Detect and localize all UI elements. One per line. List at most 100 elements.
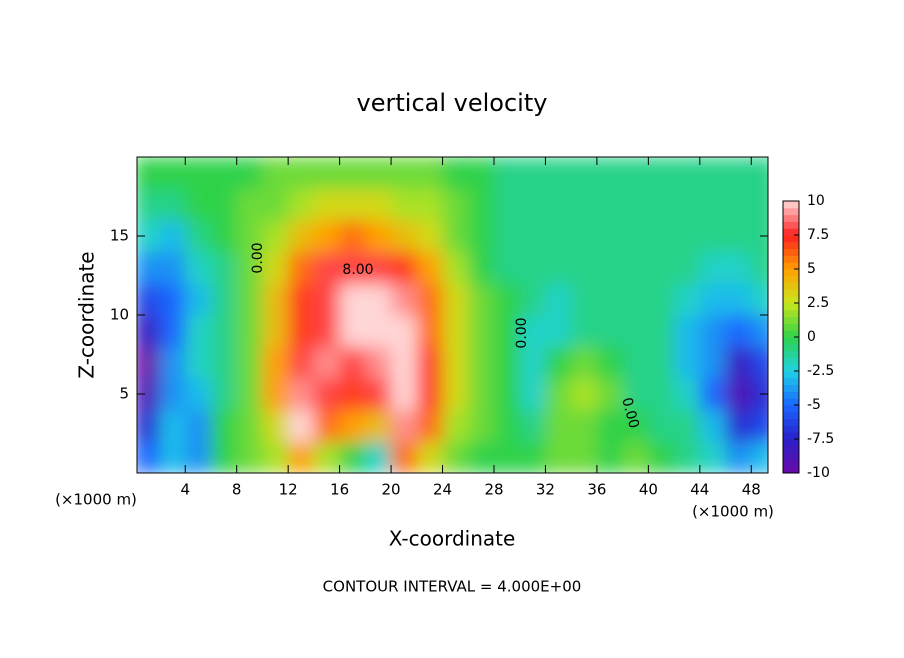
- cells: [137, 157, 768, 473]
- cell: [210, 409, 238, 442]
- cell: [262, 441, 289, 473]
- cell: [416, 409, 444, 442]
- cell: [622, 283, 649, 316]
- cell: [699, 220, 727, 253]
- cell: [571, 251, 598, 284]
- cell: [262, 251, 289, 284]
- cell: [159, 346, 186, 379]
- cell: [493, 251, 521, 284]
- cell: [648, 346, 675, 379]
- cell: [493, 378, 521, 411]
- cell: [391, 220, 418, 253]
- cell: [622, 220, 649, 253]
- cell: [699, 441, 727, 473]
- y-tick-label: 15: [110, 227, 129, 245]
- cell: [571, 378, 598, 411]
- cell: [262, 283, 289, 316]
- cell: [622, 346, 649, 379]
- cell: [648, 315, 675, 348]
- cell: [416, 220, 444, 253]
- colorbar-step: [783, 364, 799, 372]
- cell: [519, 251, 546, 284]
- cell: [262, 315, 289, 348]
- cell: [137, 188, 161, 221]
- cell: [699, 188, 727, 221]
- cell: [416, 315, 444, 348]
- cell: [751, 220, 768, 253]
- colorbar-step: [783, 452, 799, 460]
- cell: [468, 283, 495, 316]
- cell: [751, 157, 768, 190]
- cell: [159, 251, 186, 284]
- cell: [159, 188, 186, 221]
- cell: [596, 441, 624, 473]
- cell: [391, 157, 418, 190]
- x-unit-right: (×1000 m): [692, 503, 774, 521]
- cell: [519, 409, 546, 442]
- colorbar-step: [783, 343, 799, 352]
- colorbar-step: [783, 350, 799, 358]
- cell: [571, 315, 598, 348]
- cell: [210, 441, 238, 473]
- x-tick-label: 32: [536, 481, 555, 499]
- cell: [185, 157, 212, 190]
- cell: [571, 409, 598, 442]
- colorbar-step: [783, 269, 799, 277]
- cell: [442, 409, 469, 442]
- y-tick-label: 10: [110, 306, 129, 324]
- colorbar-tick-label: 10: [807, 193, 825, 209]
- chart-title: vertical velocity: [357, 89, 548, 117]
- x-tick-label: 44: [690, 481, 709, 499]
- x-tick-label: 36: [587, 481, 606, 499]
- cell: [493, 409, 521, 442]
- cell: [596, 283, 624, 316]
- cell: [365, 220, 392, 253]
- cell: [137, 315, 161, 348]
- cell: [545, 409, 572, 442]
- cell: [648, 188, 675, 221]
- cell: [339, 188, 366, 221]
- colorbar-tick-label: 0: [807, 329, 816, 345]
- cell: [288, 188, 315, 221]
- cell: [185, 441, 212, 473]
- cell: [442, 315, 469, 348]
- colorbar-step: [783, 418, 799, 426]
- cell: [442, 251, 469, 284]
- cell: [137, 220, 161, 253]
- colorbar-step: [783, 432, 799, 440]
- cell: [674, 283, 701, 316]
- cell: [313, 441, 341, 473]
- colorbar-step: [783, 221, 799, 229]
- cell: [751, 346, 768, 379]
- cell: [493, 441, 521, 473]
- colorbar-step: [783, 241, 799, 250]
- cell: [725, 346, 752, 379]
- cell: [159, 157, 186, 190]
- colorbar-tick-label: -5: [807, 397, 821, 413]
- cell: [648, 441, 675, 473]
- cell: [648, 251, 675, 284]
- colorbar-step: [783, 405, 799, 413]
- cell: [185, 220, 212, 253]
- cell: [674, 220, 701, 253]
- cell: [137, 346, 161, 379]
- colorbar-tick-label: -2.5: [807, 363, 834, 379]
- x-tick-label: 4: [180, 481, 190, 499]
- cell: [365, 188, 392, 221]
- cell: [137, 409, 161, 442]
- cell: [313, 346, 341, 379]
- colorbar-step: [783, 303, 799, 311]
- cell: [313, 251, 341, 284]
- cell: [288, 315, 315, 348]
- cell: [236, 157, 263, 190]
- cell: [442, 441, 469, 473]
- colorbar-step: [783, 330, 799, 338]
- cell: [236, 315, 263, 348]
- cell: [571, 188, 598, 221]
- cell: [674, 188, 701, 221]
- cell: [622, 378, 649, 411]
- y-tick-label: 5: [119, 385, 129, 403]
- cell: [596, 409, 624, 442]
- colorbar-step: [783, 391, 799, 399]
- cell: [365, 315, 392, 348]
